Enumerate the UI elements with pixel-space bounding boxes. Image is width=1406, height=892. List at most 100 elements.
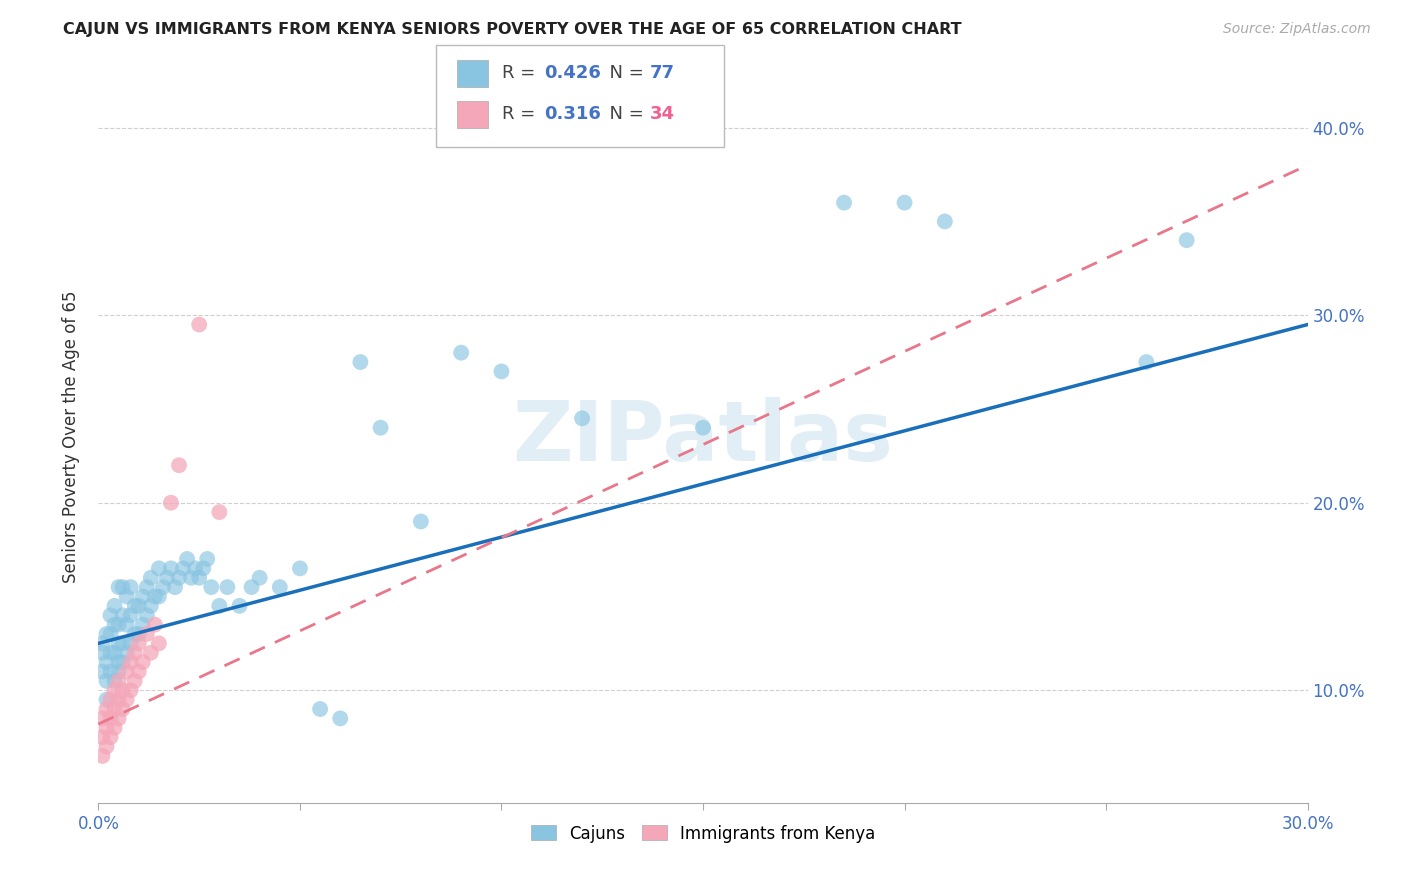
Point xyxy=(148,561,170,575)
Point xyxy=(124,646,146,660)
Point xyxy=(217,580,239,594)
Point xyxy=(115,692,138,706)
Point xyxy=(184,561,207,575)
Point xyxy=(111,608,134,623)
Point xyxy=(288,561,311,575)
Point xyxy=(309,702,332,716)
Point xyxy=(115,590,138,604)
Point xyxy=(91,646,114,660)
Point xyxy=(128,636,150,650)
Point xyxy=(195,552,218,566)
Point xyxy=(100,711,122,725)
Point xyxy=(156,571,179,585)
Point xyxy=(228,599,250,613)
Point xyxy=(115,646,138,660)
Point xyxy=(107,673,129,688)
Point xyxy=(1135,355,1157,369)
Point xyxy=(450,345,472,359)
Legend: Cajuns, Immigrants from Kenya: Cajuns, Immigrants from Kenya xyxy=(524,818,882,849)
Point xyxy=(111,702,134,716)
Point xyxy=(124,627,146,641)
Point xyxy=(103,721,125,735)
Point xyxy=(91,748,114,763)
Point xyxy=(128,599,150,613)
Point xyxy=(571,411,593,425)
Point xyxy=(370,420,392,434)
Point xyxy=(103,646,125,660)
Point xyxy=(124,599,146,613)
Point xyxy=(152,580,174,594)
Point xyxy=(115,665,138,679)
Point xyxy=(329,711,352,725)
Text: R =: R = xyxy=(502,105,541,123)
Point xyxy=(163,580,186,594)
Point xyxy=(176,552,198,566)
Point xyxy=(148,636,170,650)
Point xyxy=(91,711,114,725)
Point xyxy=(120,683,142,698)
Point xyxy=(188,318,211,332)
Text: R =: R = xyxy=(502,64,541,82)
Point xyxy=(100,730,122,744)
Point xyxy=(120,580,142,594)
Point xyxy=(167,571,190,585)
Point xyxy=(409,515,432,529)
Text: 0.426: 0.426 xyxy=(544,64,600,82)
Point xyxy=(139,646,162,660)
Text: N =: N = xyxy=(598,64,650,82)
Point xyxy=(100,665,122,679)
Point xyxy=(100,627,122,641)
Point xyxy=(135,580,157,594)
Point xyxy=(96,692,118,706)
Point xyxy=(269,580,291,594)
Point xyxy=(107,692,129,706)
Point xyxy=(107,617,129,632)
Point xyxy=(193,561,215,575)
Point xyxy=(120,636,142,650)
Point xyxy=(96,702,118,716)
Point xyxy=(143,617,166,632)
Point xyxy=(832,195,855,210)
Point xyxy=(96,721,118,735)
Point xyxy=(128,627,150,641)
Text: 34: 34 xyxy=(650,105,675,123)
Point xyxy=(128,665,150,679)
Point xyxy=(103,617,125,632)
Point xyxy=(240,580,263,594)
Text: CAJUN VS IMMIGRANTS FROM KENYA SENIORS POVERTY OVER THE AGE OF 65 CORRELATION CH: CAJUN VS IMMIGRANTS FROM KENYA SENIORS P… xyxy=(63,22,962,37)
Point xyxy=(160,561,183,575)
Text: N =: N = xyxy=(598,105,650,123)
Point xyxy=(103,599,125,613)
Point xyxy=(96,627,118,641)
Point xyxy=(139,571,162,585)
Point xyxy=(111,683,134,698)
Point xyxy=(167,458,190,473)
Point xyxy=(148,590,170,604)
Point xyxy=(172,561,194,575)
Point xyxy=(100,646,122,660)
Point xyxy=(103,673,125,688)
Point xyxy=(249,571,271,585)
Point xyxy=(103,702,125,716)
Point xyxy=(103,683,125,698)
Point xyxy=(180,571,202,585)
Point xyxy=(96,739,118,754)
Point xyxy=(135,627,157,641)
Point xyxy=(100,692,122,706)
Point xyxy=(107,655,129,669)
Point xyxy=(100,608,122,623)
Point xyxy=(107,711,129,725)
Text: Source: ZipAtlas.com: Source: ZipAtlas.com xyxy=(1223,22,1371,37)
Point xyxy=(111,636,134,650)
Point xyxy=(111,655,134,669)
Point xyxy=(115,617,138,632)
Point xyxy=(91,665,114,679)
Point xyxy=(107,665,129,679)
Point xyxy=(1175,233,1198,247)
Point xyxy=(120,655,142,669)
Point xyxy=(893,195,915,210)
Point xyxy=(96,673,118,688)
Point xyxy=(143,590,166,604)
Point xyxy=(107,636,129,650)
Point xyxy=(491,364,513,378)
